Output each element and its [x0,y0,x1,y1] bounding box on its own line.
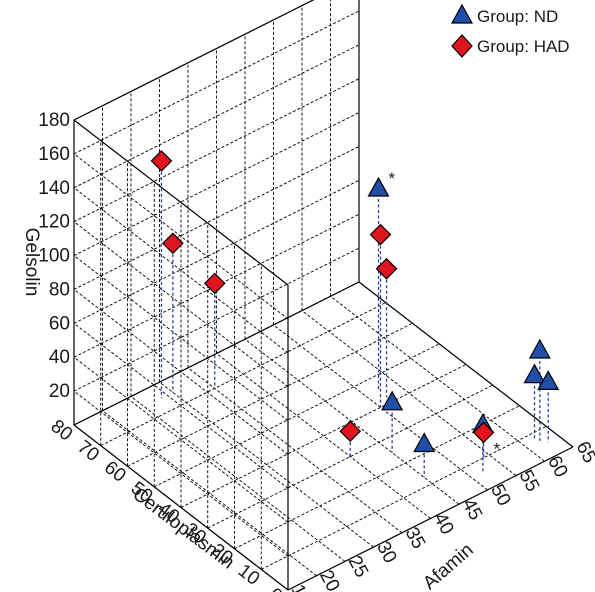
z-axis-label: Gelsolin [21,228,42,297]
right-wall-grid-line [73,179,360,324]
had-point [150,150,173,172]
right-wall-grid-line [73,247,360,392]
legend: Group: ND Group: HAD [450,3,570,58]
frame-edge [73,0,315,121]
frame-edge [73,281,360,426]
floor-grid-line [234,405,520,550]
had-point [339,420,362,443]
z-tick-label: 120 [38,212,70,233]
x-tick-label: 65 [572,438,595,467]
tick-labels: 1520253035404550556065010203040506070802… [38,110,595,592]
x-tick-label: 35 [401,524,429,553]
y-tick-label: 0 [265,584,286,592]
x-tick-label: 25 [344,553,372,582]
nd-point [381,390,404,411]
x-tick-label: 45 [458,495,486,524]
floor-grid-line [130,396,346,562]
right-wall-grid-line [73,213,360,358]
floor-grid-line [100,302,386,447]
legend-label-had: Group: HAD [477,37,570,56]
nd-point [413,432,436,453]
x-tick-label: 15 [287,581,315,592]
right-wall-grid-line [73,78,360,223]
frame-edge [73,424,289,591]
floor-grid-line [127,322,413,467]
floor-grid-line [180,364,467,508]
left-wall-grid-line [73,221,289,388]
left-wall-grid-line [73,322,289,489]
z-tick-label: 20 [49,381,70,402]
legend-marker-nd [450,3,474,24]
nd-point [523,363,546,384]
left-wall-grid-line [73,390,289,557]
legend-marker-had [451,34,473,58]
x-tick-label: 60 [543,452,571,481]
right-wall-grid-line [73,10,360,155]
x-tick-label: 50 [486,481,514,510]
left-wall-grid-line [73,356,289,523]
y-tick-label: 10 [234,560,264,590]
x-tick-label: 40 [429,510,457,539]
left-wall-grid-line [73,153,289,320]
data-points [150,150,560,453]
frame-edge [287,446,574,591]
y-tick-label: 80 [47,416,77,446]
left-wall-grid-line [73,255,289,421]
z-tick-label: 60 [49,313,70,334]
y-axis-label: Ceruloplasmin [128,484,238,574]
z-tick-label: 160 [38,144,70,165]
x-tick-label: 30 [372,538,400,567]
right-wall-grid-line [73,44,360,189]
legend-label-nd: Group: ND [477,7,558,26]
z-tick-label: 180 [38,110,70,131]
right-wall-grid-line [73,146,360,290]
z-tick-label: 100 [38,246,70,267]
point-annotation: * [389,169,396,188]
had-point [369,223,392,246]
z-tick-label: 40 [49,347,70,368]
point-annotation: * [494,439,501,458]
floor-grid-line [216,353,431,519]
left-wall-grid-line [73,187,289,354]
annotations: ** [389,169,501,458]
floor-grid-line [207,384,493,529]
frame-edge [358,281,574,448]
x-tick-label: 55 [515,467,543,496]
had-point [162,232,184,255]
had-point [375,257,398,280]
y-tick-label: 70 [73,437,103,467]
right-wall-grid-line [73,112,360,256]
nd-point [537,370,560,391]
axes-frame [73,0,574,591]
floor-grid-line [154,343,440,488]
had-point [203,272,226,295]
z-tick-label: 80 [49,279,70,300]
x-tick-label: 20 [315,567,343,592]
x-axis-label: Afamin [419,540,477,592]
had-point [472,421,495,444]
floor-grid-line [261,425,547,570]
frame-edge [73,119,289,286]
z-tick-label: 140 [38,178,70,199]
nd-point [367,176,390,197]
nd-point [528,338,551,359]
y-tick-label: 60 [100,457,130,487]
